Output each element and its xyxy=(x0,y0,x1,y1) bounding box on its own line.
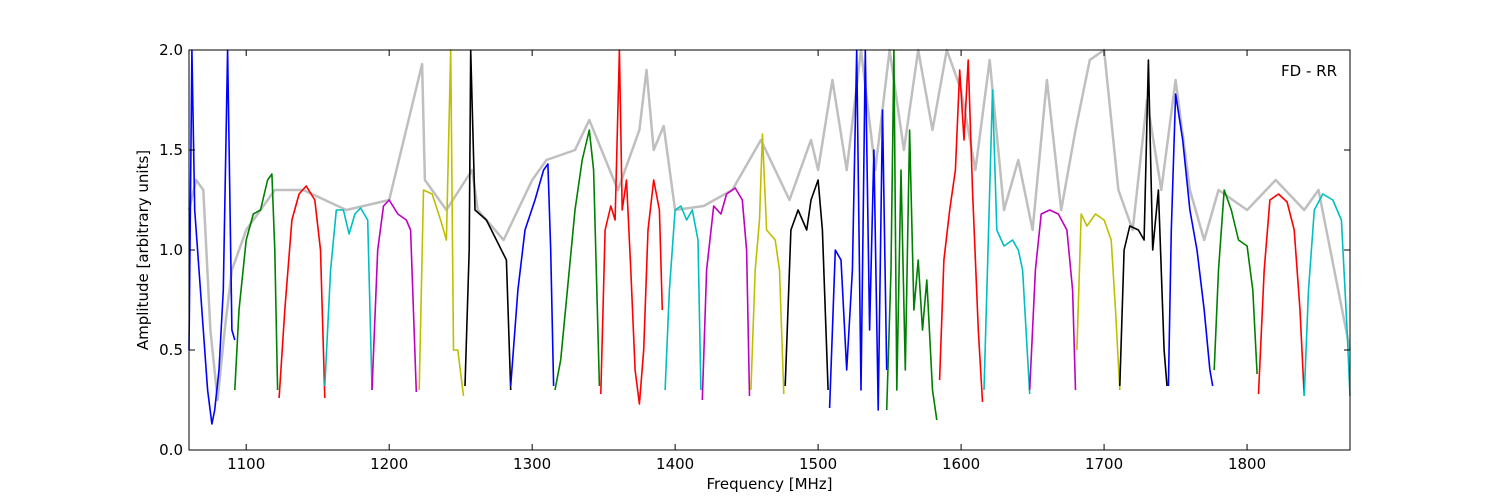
background-series-line xyxy=(187,48,1352,402)
series-line-17 xyxy=(938,59,984,403)
series-line-22 xyxy=(1167,93,1214,387)
x-axis-label: Frequency [MHz] xyxy=(706,475,832,493)
x-tick-label: 1100 xyxy=(227,455,265,473)
y-tick-label: 1.0 xyxy=(159,241,183,259)
plot-annotation: FD - RR xyxy=(1281,62,1337,80)
series-line-13 xyxy=(750,133,785,395)
series-line-11 xyxy=(664,205,702,391)
x-tick-label: 1700 xyxy=(1085,455,1123,473)
y-tick-label: 2.0 xyxy=(159,41,183,59)
series-line-6 xyxy=(418,49,465,397)
series-line-12 xyxy=(701,187,751,401)
x-tick-label: 1800 xyxy=(1228,455,1266,473)
x-tick-label: 1200 xyxy=(370,455,408,473)
series-line-4 xyxy=(324,207,373,391)
y-axis: 0.0 0.5 1.0 1.5 2.0 xyxy=(159,41,1350,459)
series-layer xyxy=(188,49,1351,425)
series-line-9 xyxy=(554,129,601,391)
series-line-10 xyxy=(600,49,664,405)
series-line-3 xyxy=(278,185,326,399)
y-tick-label: 0.5 xyxy=(159,341,183,359)
y-tick-label: 1.5 xyxy=(159,141,183,159)
x-tick-label: 1600 xyxy=(942,455,980,473)
series-line-25 xyxy=(1303,193,1351,397)
series-line-7 xyxy=(464,49,512,391)
plot-background xyxy=(189,50,1350,450)
y-axis-label: Amplitude [arbitrary units] xyxy=(134,150,152,350)
y-tick-label: 0.0 xyxy=(159,441,183,459)
series-line-19 xyxy=(1028,209,1077,391)
series-line-18 xyxy=(983,89,1031,395)
series-line-14 xyxy=(784,179,829,391)
series-line-24 xyxy=(1257,193,1305,397)
series-line-20 xyxy=(1076,213,1121,391)
background-series xyxy=(187,48,1352,402)
x-tick-label: 1400 xyxy=(656,455,694,473)
series-line-2 xyxy=(234,173,279,391)
series-line-21 xyxy=(1119,59,1168,387)
x-tick-label: 1500 xyxy=(799,455,837,473)
series-line-8 xyxy=(509,163,555,387)
series-line-23 xyxy=(1213,189,1258,375)
x-tick-label: 1300 xyxy=(513,455,551,473)
x-axis: 1100 1200 1300 1400 1500 1600 1700 1800 xyxy=(227,50,1266,473)
series-line-5 xyxy=(371,199,418,393)
series-line-15 xyxy=(828,49,888,411)
